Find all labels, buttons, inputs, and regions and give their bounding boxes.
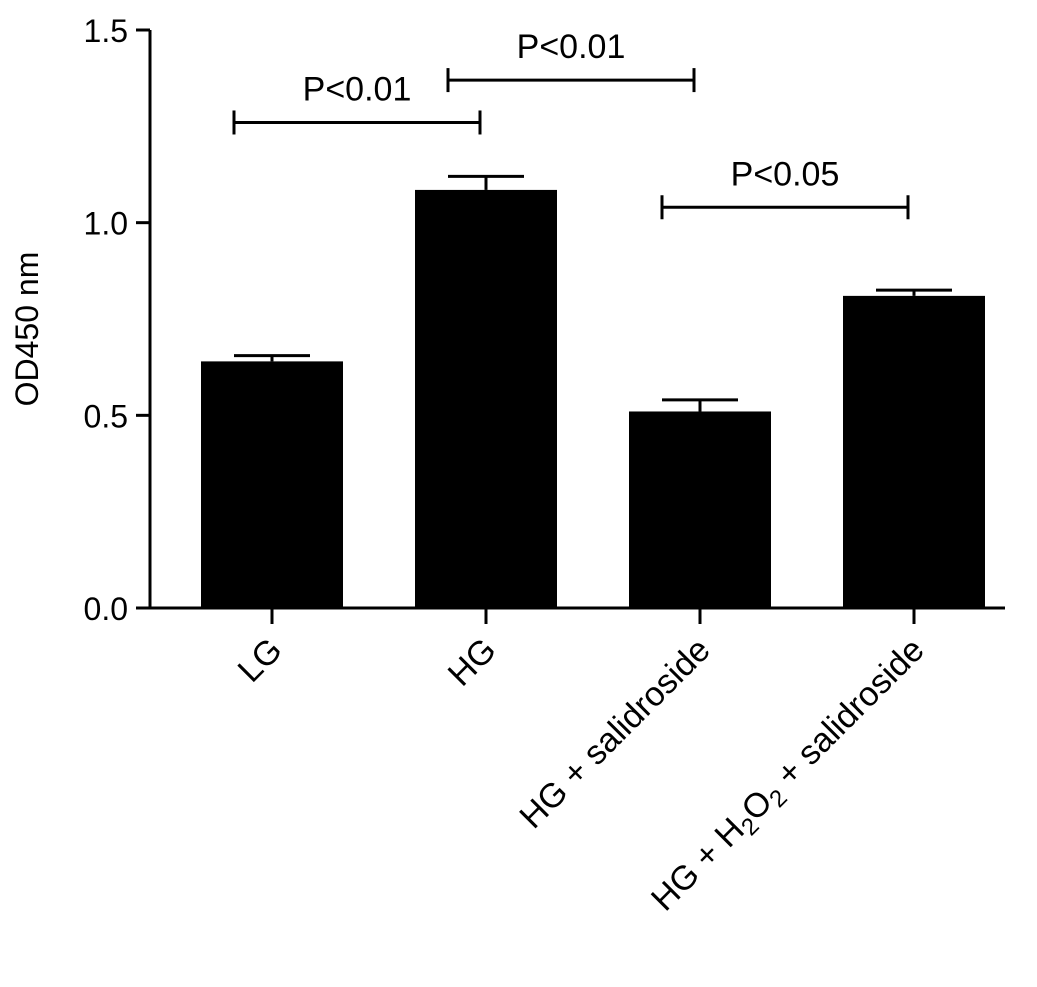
y-tick-label: 0.0 bbox=[84, 591, 128, 627]
x-tick-label-part: LG bbox=[231, 631, 290, 690]
y-axis-title: OD450 nm bbox=[9, 252, 45, 407]
bar bbox=[415, 189, 557, 608]
bars-layer bbox=[201, 189, 985, 608]
y-tick-label: 0.5 bbox=[84, 398, 128, 434]
significance-label: P<0.01 bbox=[517, 28, 626, 66]
x-tick-label-part: HG + salidroside bbox=[512, 631, 717, 836]
axes-layer bbox=[148, 30, 1005, 610]
x-tick-label: HG + salidroside bbox=[512, 631, 717, 836]
significance-label: P<0.05 bbox=[731, 155, 840, 193]
y-tick-label: 1.0 bbox=[84, 206, 128, 242]
x-tick-label-part: HG + H bbox=[644, 811, 752, 919]
significance-layer: P<0.01 P<0.01 P<0.05 bbox=[232, 28, 910, 220]
bar bbox=[629, 411, 771, 608]
y-ticks-layer: 0.0 0.5 1.0 1.5 bbox=[84, 13, 150, 627]
significance-label: P<0.01 bbox=[303, 70, 412, 108]
x-tick-label-part: + salidroside bbox=[762, 631, 931, 800]
x-tick-label: HG bbox=[441, 631, 504, 694]
error-bars-layer bbox=[234, 174, 952, 412]
bar bbox=[201, 361, 343, 608]
x-tick-label: LG bbox=[231, 631, 290, 690]
y-tick-label: 1.5 bbox=[84, 13, 128, 49]
bar bbox=[843, 295, 985, 608]
x-tick-label-part: HG bbox=[441, 631, 504, 694]
